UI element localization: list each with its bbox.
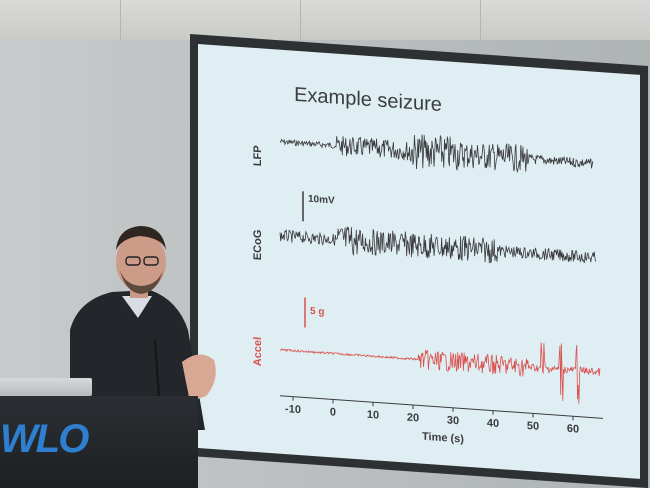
time-axis-tick-label: 20 bbox=[407, 412, 419, 425]
time-axis-tick-label: 50 bbox=[527, 420, 539, 433]
speaker-beard bbox=[120, 270, 163, 294]
podium-logo: WLO bbox=[0, 418, 89, 460]
time-axis-tick-label: -10 bbox=[285, 403, 301, 416]
speaker-face bbox=[116, 232, 166, 292]
scale-bar-voltage-label: 10mV bbox=[308, 194, 335, 207]
scale-bar-accel-label: 5 g bbox=[310, 306, 324, 318]
speaker-hands bbox=[182, 354, 216, 402]
time-axis-ticks: -10 0 10 20 30 40 50 60 bbox=[285, 396, 579, 436]
trace-lfp bbox=[279, 134, 594, 173]
trace-ecog bbox=[279, 226, 597, 264]
time-axis-tick-label: 60 bbox=[567, 423, 579, 436]
speaker-jacket bbox=[70, 290, 205, 430]
speaker-collar bbox=[122, 296, 152, 318]
speaker bbox=[70, 226, 216, 430]
time-axis-tick-label: 0 bbox=[330, 406, 336, 418]
podium bbox=[0, 396, 198, 488]
channel-label-accel: Accel bbox=[252, 336, 264, 366]
slide-title: Example seizure bbox=[294, 84, 442, 116]
ceiling bbox=[0, 0, 650, 40]
time-axis-tick-label: 30 bbox=[447, 414, 459, 427]
time-axis-line bbox=[280, 395, 603, 419]
trace-accel bbox=[279, 342, 601, 404]
glasses-left bbox=[125, 256, 141, 266]
speaker-hair bbox=[116, 226, 166, 250]
time-axis-tick-label: 10 bbox=[367, 409, 379, 422]
channel-label-ecog: ECoG bbox=[252, 229, 264, 260]
laptop bbox=[0, 378, 92, 396]
time-axis bbox=[280, 395, 603, 419]
glasses-right bbox=[143, 256, 159, 266]
slide: Example seizure LFP ECoG Accel 10mV 5 g … bbox=[252, 84, 603, 446]
channel-label-lfp: LFP bbox=[252, 145, 264, 167]
time-axis-title: Time (s) bbox=[422, 431, 464, 446]
projection-screen: Example seizure LFP ECoG Accel 10mV 5 g … bbox=[198, 44, 640, 479]
time-axis-tick-label: 40 bbox=[487, 417, 499, 430]
